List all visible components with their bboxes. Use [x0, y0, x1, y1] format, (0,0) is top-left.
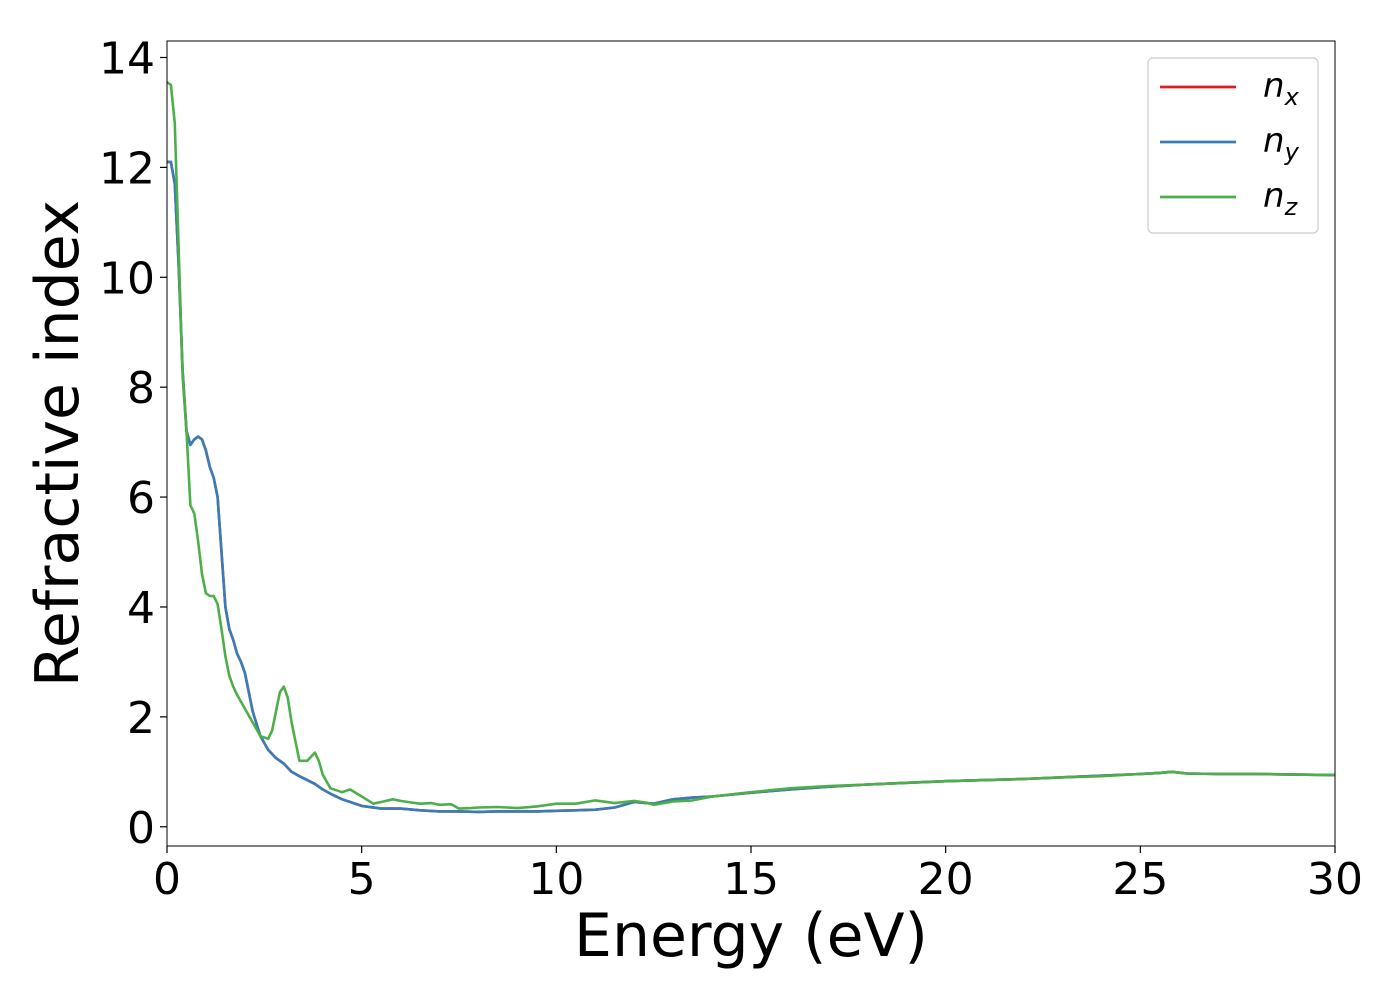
legend-label-base: n — [1263, 176, 1285, 216]
y-tick-label: 4 — [127, 583, 155, 634]
y-tick-label: 14 — [99, 33, 155, 84]
x-tick-label: 10 — [528, 854, 584, 905]
legend-label-base: n — [1263, 121, 1285, 161]
legend-label-sub: x — [1284, 83, 1300, 111]
y-tick-label: 10 — [99, 253, 155, 304]
series-layer — [167, 80, 1335, 814]
legend-label-base: n — [1263, 66, 1285, 106]
x-tick-label: 30 — [1307, 854, 1363, 905]
x-tick-label: 0 — [153, 854, 181, 905]
y-tick-label: 0 — [127, 803, 155, 854]
x-tick-label: 15 — [723, 854, 779, 905]
x-tick-label: 5 — [348, 854, 376, 905]
series-line-n-z — [167, 80, 1335, 810]
legend-entry-n-z: nz — [1263, 176, 1299, 221]
y-tick-label: 2 — [127, 693, 155, 744]
y-tick-label: 12 — [99, 143, 155, 194]
y-tick-label: 6 — [127, 473, 155, 524]
y-tick-label: 8 — [127, 363, 155, 414]
legend-entry-n-x: nx — [1263, 66, 1300, 111]
y-axis-ticks: 0 2 4 6 8 10 12 14 — [99, 33, 167, 854]
x-axis-ticks: 0 5 10 15 20 25 30 — [153, 846, 1363, 905]
y-axis-label: Refractive index — [23, 200, 93, 687]
legend-label-sub: z — [1284, 193, 1299, 221]
legend-label-sub: y — [1284, 138, 1300, 166]
x-tick-label: 20 — [918, 854, 974, 905]
x-axis-label: Energy (eV) — [574, 901, 928, 971]
legend-entry-n-y: ny — [1263, 121, 1300, 166]
x-tick-label: 25 — [1112, 854, 1168, 905]
legend-box — [1147, 57, 1319, 234]
